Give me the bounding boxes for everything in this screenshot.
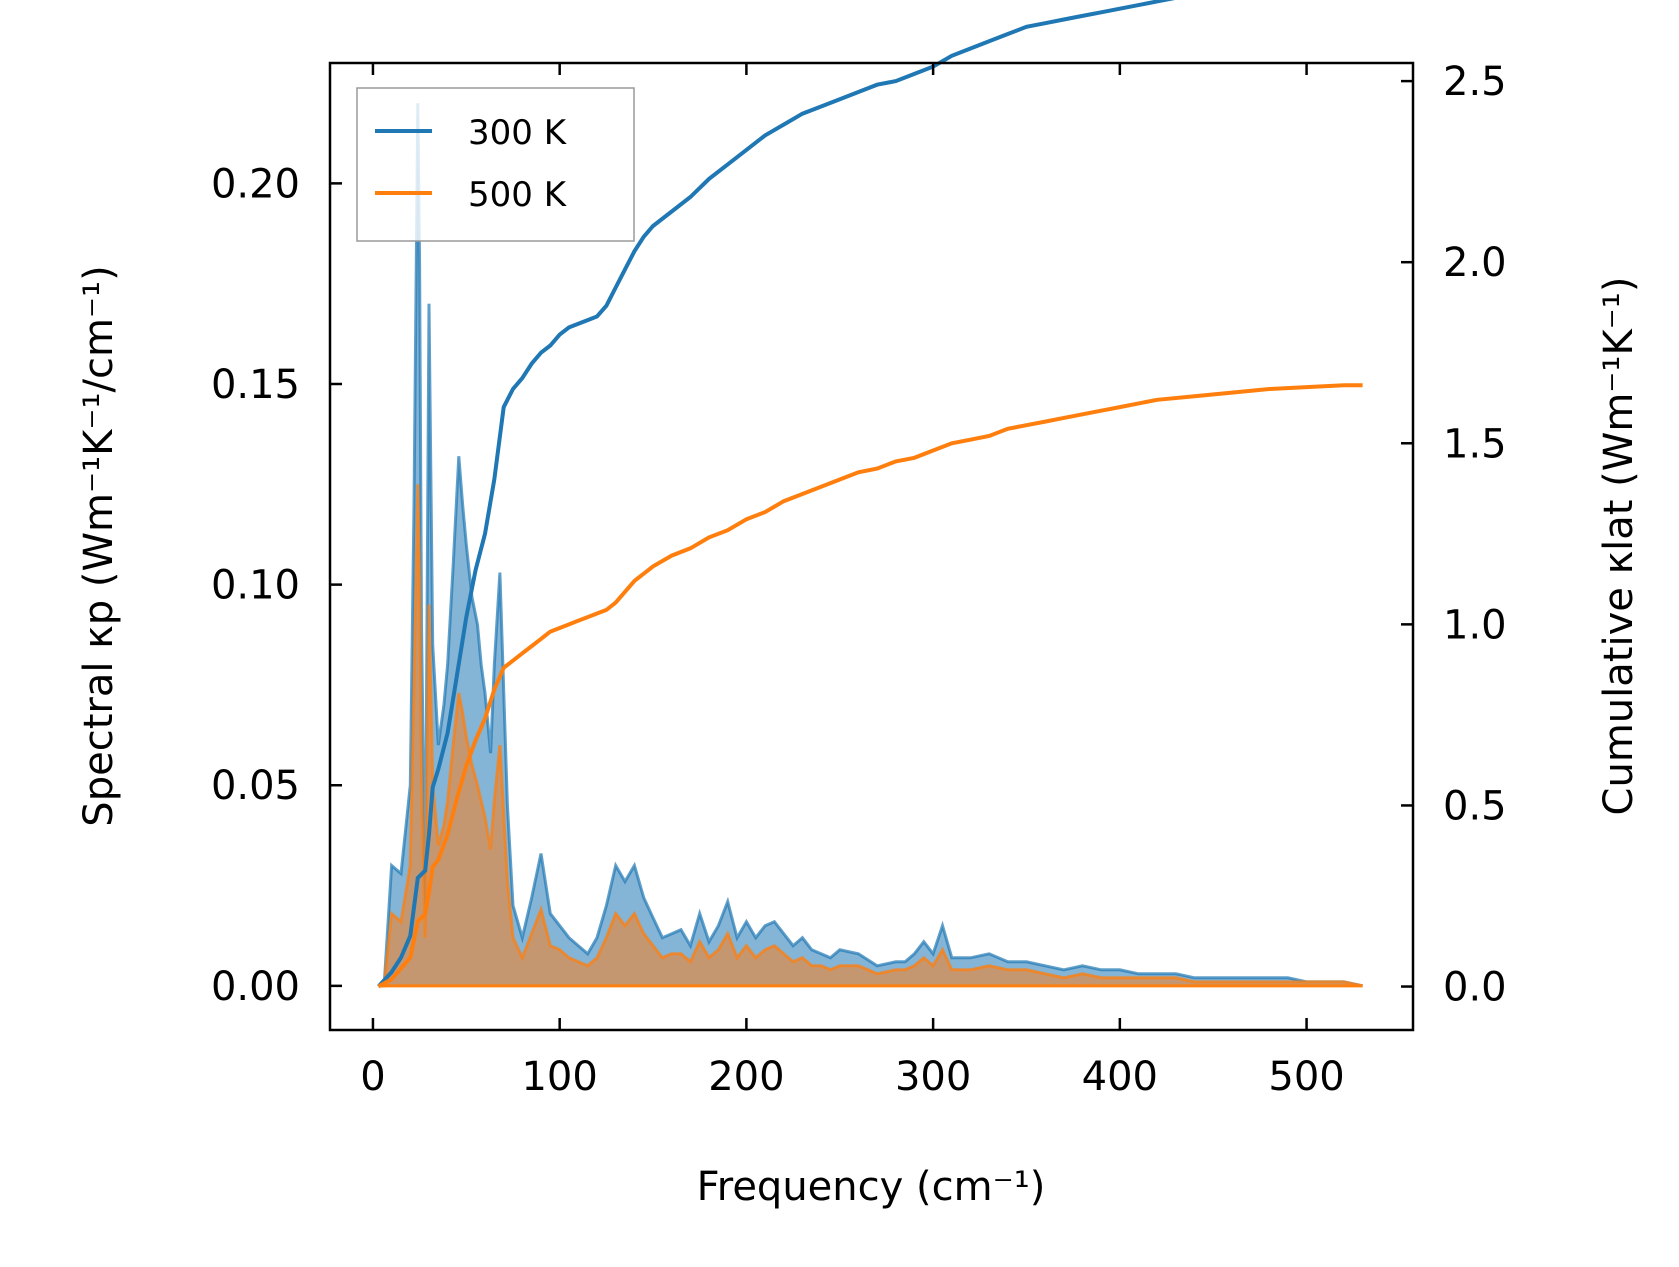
- left-y-tick-label: 0.20: [211, 161, 300, 207]
- spectral-area-500k: [378, 484, 1363, 986]
- spectral-line-500k: [378, 484, 1363, 988]
- left-y-tick-label: 0.05: [211, 763, 300, 809]
- x-tick-label: 500: [1268, 1054, 1344, 1100]
- legend-box: [356, 87, 635, 242]
- legend-label-300k: 300 K: [468, 113, 568, 153]
- x-tick-label: 100: [521, 1054, 597, 1100]
- cumulative-line-500k: [377, 383, 1363, 989]
- x-tick-label: 300: [895, 1054, 971, 1100]
- left-y-tick-label: 0.15: [211, 362, 300, 408]
- right-y-axis-label: Cumulative κlat (Wm⁻¹K⁻¹): [1596, 277, 1642, 816]
- right-y-tick-label: 0.5: [1443, 783, 1507, 829]
- x-tick-label: 200: [708, 1054, 784, 1100]
- legend-label-500k: 500 K: [468, 175, 568, 215]
- plot-frame: [328, 61, 1415, 1032]
- right-y-tick-label: 2.5: [1443, 59, 1507, 105]
- left-y-tick-label: 0.10: [211, 563, 300, 609]
- right-y-tick-label: 0.0: [1443, 965, 1507, 1011]
- axis-ticks: 0 100 200 300 400 500 0.00 0.05 0.10 0.15 0.20 0.0 0…: [211, 59, 1507, 1100]
- x-tick-label: 400: [1082, 1054, 1158, 1100]
- plot-area: [377, 0, 1363, 989]
- left-y-tick-label: 0.00: [211, 964, 300, 1010]
- left-y-axis-label: Spectral κp (Wm⁻¹K⁻¹/cm⁻¹): [76, 265, 122, 826]
- right-y-tick-label: 1.5: [1443, 421, 1507, 467]
- legend: 300 K 500 K: [356, 87, 635, 242]
- right-y-tick-label: 2.0: [1443, 240, 1507, 286]
- cumulative-line-300k: [377, 0, 1176, 988]
- x-tick-label: 0: [360, 1054, 385, 1100]
- right-y-tick-label: 1.0: [1443, 602, 1507, 648]
- x-axis-label: Frequency (cm⁻¹): [697, 1164, 1046, 1210]
- spectral-line-300k: [378, 103, 1363, 988]
